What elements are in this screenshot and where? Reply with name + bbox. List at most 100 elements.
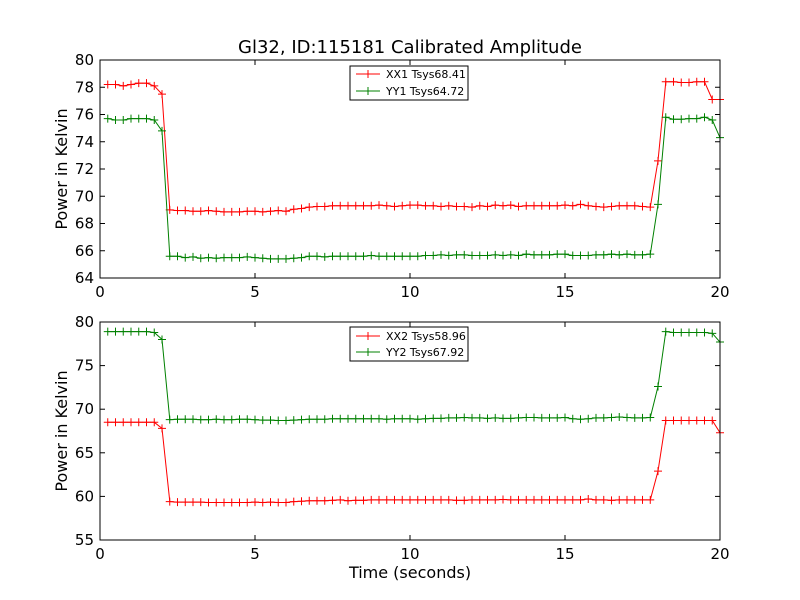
- chart-top-series-0-point: [258, 207, 267, 216]
- chart-bottom-series-0-point: [158, 424, 166, 433]
- chart-top-series-0-point: [243, 207, 252, 216]
- chart-top-xtick-label: 15: [555, 283, 574, 301]
- chart-bottom-series-0-point: [375, 495, 383, 504]
- chart-bottom: 0 5 10 15 20 55 60 65 70 75 80 Power in Kelvin Tim…: [52, 313, 730, 582]
- chart-bottom-series-1-point: [413, 415, 422, 424]
- chart-bottom-series-1-point: [266, 416, 275, 425]
- chart-bottom-series-0-point: [700, 416, 709, 425]
- chart-bottom-series-1-point: [700, 328, 709, 337]
- chart-top-series-0-point: [506, 201, 515, 210]
- chart-bottom-series-0-point: [429, 495, 438, 504]
- chart-top-series-0-point: [406, 201, 414, 210]
- chart-top-series-1-point: [437, 250, 445, 259]
- chart-top: Gl32, ID:115181 Calibrated Amplitude 0 5 1…: [52, 37, 730, 301]
- chart-top-xtick-label: 10: [400, 283, 419, 301]
- chart-bottom-ylabel: Power in Kelvin: [52, 370, 71, 491]
- chart-top-xtick-label: 5: [250, 283, 260, 301]
- chart-bottom-series-0-point: [623, 495, 631, 504]
- chart-top-series-0-point: [212, 207, 221, 216]
- chart-top-ylabel: Power in Kelvin: [52, 108, 71, 229]
- chart-bottom-series-0-point: [297, 497, 306, 506]
- chart-top-ytick-label: 80: [75, 51, 94, 69]
- chart-bottom-series-0-point: [584, 495, 593, 504]
- chart-top-series-1-point: [320, 252, 329, 261]
- chart-bottom-series-1-point: [475, 413, 484, 422]
- chart-top-ytick-label: 70: [75, 187, 94, 205]
- chart-top-series-0-point: [196, 207, 205, 216]
- chart-bottom-series-1-point: [134, 327, 143, 336]
- chart-top-ytick-label: 64: [75, 269, 94, 287]
- chart-top-series-1-point: [506, 250, 515, 259]
- chart-bottom-series-1-point: [258, 416, 267, 425]
- chart-top-series-0-point: [111, 80, 120, 89]
- chart-bottom-series-0-point: [491, 495, 500, 504]
- chart-bottom-series-0-point: [220, 498, 228, 507]
- chart-bottom-series-0-point: [437, 495, 445, 504]
- chart-bottom-series-1-point: [661, 327, 670, 336]
- chart-top-series-1-point: [289, 254, 298, 263]
- chart-top-series-1-point: [119, 115, 128, 124]
- chart-top-series-0-point: [499, 201, 507, 210]
- chart-top-series-1-point: [398, 252, 407, 261]
- chart-top-series-1-point: [576, 251, 585, 260]
- chart-bottom-series-1-point: [204, 415, 213, 424]
- chart-bottom-series-0-point: [576, 495, 585, 504]
- chart-bottom-series-1-point: [561, 413, 569, 422]
- chart-bottom-series-0-point: [289, 497, 298, 506]
- chart-top-series-0-point: [685, 78, 693, 87]
- chart-top-series-1-point: [297, 253, 306, 262]
- chart-top-series-1-point: [150, 115, 159, 124]
- chart-top-series-1-point: [685, 114, 693, 123]
- chart-top-series-0-point: [313, 202, 321, 211]
- chart-top-series-1-point: [282, 254, 290, 263]
- chart-top-series-0-point: [119, 81, 128, 90]
- chart-bottom-series-0-point: [592, 495, 600, 504]
- chart-top-legend-label-1: YY1 Tsys64.72: [385, 85, 464, 98]
- chart-top-series-0-point: [398, 201, 407, 210]
- chart-bottom-series-1-point: [576, 415, 585, 424]
- chart-top-series-1-point: [313, 252, 321, 261]
- chart-bottom-series-1-point: [189, 415, 197, 424]
- chart-bottom-series-0-point: [646, 495, 655, 504]
- chart-top-series-0-point: [189, 207, 197, 216]
- chart-bottom-series-0-point: [305, 496, 314, 505]
- chart-bottom-series-1-point: [212, 415, 221, 424]
- chart-top-series-0-point: [421, 201, 430, 210]
- chart-top-series-1-point: [537, 250, 546, 259]
- chart-bottom-series-0-point: [530, 495, 538, 504]
- chart-top-series-0-point: [328, 201, 337, 210]
- chart-top-series-1-point: [692, 114, 701, 123]
- chart-top-series-0-point: [235, 207, 244, 216]
- chart-top-series-1-point: [475, 251, 484, 260]
- chart-top-series-0-point: [150, 81, 159, 90]
- chart-top-series-1-point: [305, 252, 314, 261]
- chart-top-series-1-point: [669, 115, 678, 124]
- chart-top-series-1-point: [189, 252, 197, 261]
- chart-bottom-series-0-point: [421, 495, 430, 504]
- chart-bottom-series-0-point: [227, 498, 236, 507]
- chart-bottom-series-1-point: [251, 415, 259, 424]
- chart-top-series-1-point: [158, 126, 166, 135]
- chart-top-series-1-point: [103, 114, 112, 123]
- chart-bottom-series-1-point: [444, 413, 453, 422]
- chart-bottom-legend: XX2 Tsys58.96 YY2 Tsys67.92: [349, 326, 469, 362]
- chart-bottom-series-0-point: [499, 495, 507, 504]
- chart-bottom-series-1-point: [235, 415, 244, 424]
- chart-top-series-0-point: [522, 201, 531, 210]
- chart-top-series-1-point: [406, 252, 414, 261]
- chart-top-series-0-point: [623, 201, 631, 210]
- chart-top-ytick-label: 68: [75, 215, 94, 233]
- chart-top-series-1-point: [452, 250, 461, 259]
- chart-bottom-series-0-point: [561, 495, 569, 504]
- chart-bottom-series-0-point: [204, 498, 213, 507]
- chart-bottom-xtick-label: 10: [400, 545, 419, 563]
- chart-top-series-0-point: [669, 77, 678, 86]
- chart-bottom-series-1-point: [165, 415, 174, 424]
- chart-bottom-ytick-label: 70: [75, 400, 94, 418]
- chart-bottom-series-0-point: [150, 418, 159, 427]
- chart-top-series-1-point: [413, 252, 422, 261]
- chart-top-series-1-point: [235, 253, 244, 262]
- chart-bottom-series-1-point: [568, 414, 577, 423]
- chart-top-series-0-point: [460, 202, 469, 211]
- chart-top-series-0: [103, 77, 724, 216]
